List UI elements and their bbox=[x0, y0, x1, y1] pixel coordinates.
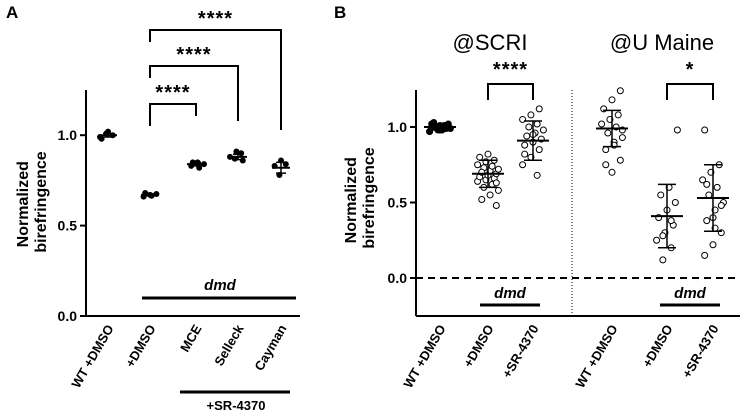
panel-b-data-point bbox=[604, 129, 612, 137]
panel-b-data-point bbox=[486, 191, 494, 199]
panel-b-data-point bbox=[608, 96, 616, 104]
panel-b-data-point bbox=[492, 179, 500, 187]
panel-b-category-label: WT +DMSO bbox=[572, 322, 620, 390]
panel-a-data-point bbox=[239, 157, 246, 164]
panel-a-category-label: Cayman bbox=[251, 322, 289, 373]
panel-a-ylabel: Normalized birefringence bbox=[15, 151, 50, 252]
site-title-umaine: @U Maine bbox=[610, 30, 714, 55]
panel-a-category-label: +DMSO bbox=[122, 322, 158, 370]
panel-b-data-point bbox=[657, 191, 665, 199]
panel-b-data-point bbox=[671, 199, 679, 206]
panel-b-group-label: dmd bbox=[494, 285, 527, 302]
panel-b-data-point bbox=[484, 150, 492, 158]
panel-b-category-label: +DMSO bbox=[460, 322, 496, 370]
panel-b-data-point bbox=[703, 217, 711, 225]
panel-letter-b: B bbox=[334, 3, 346, 22]
panel-b-significance-bracket bbox=[487, 83, 534, 100]
panel-b-data-point bbox=[474, 161, 482, 169]
chart-marks: 0.00.51.0WT +DMSO +DMSO MCE Selleck Cayman**… bbox=[58, 8, 740, 413]
panel-b-data-point bbox=[703, 180, 711, 188]
panel-b-data-point bbox=[488, 162, 496, 170]
panel-letter-a: A bbox=[6, 3, 18, 22]
panel-b-ytick-label: 1.0 bbox=[388, 119, 408, 135]
panel-a-ytick-label: 1.0 bbox=[58, 127, 78, 143]
panel-b-data-point bbox=[701, 126, 709, 134]
panel-b-data-point bbox=[602, 146, 610, 154]
panel-b-data-point bbox=[521, 150, 529, 158]
panel-a-significance-label: **** bbox=[155, 82, 190, 104]
panel-a-category-label: MCE bbox=[177, 322, 205, 355]
panel-b-data-point bbox=[618, 134, 626, 142]
panel-b-data-point bbox=[519, 161, 527, 169]
panel-a-ytick-label: 0.0 bbox=[58, 308, 78, 324]
panel-b-ylabel-line2: birefringence bbox=[361, 147, 378, 248]
panel-b-data-point bbox=[535, 146, 543, 154]
panel-b-data-point bbox=[598, 120, 606, 128]
panel-b-group-label: dmd bbox=[674, 285, 707, 302]
panel-b-data-point bbox=[527, 111, 535, 119]
panel-a-chart: Normalized birefringence bbox=[15, 151, 50, 252]
panel-b-data-point bbox=[616, 87, 624, 95]
panel-b-data-point bbox=[494, 186, 502, 194]
panel-b-data-point bbox=[616, 156, 624, 164]
panel-b-data-point bbox=[523, 132, 531, 140]
panel-b-data-point bbox=[673, 126, 681, 134]
panel-b-ytick-label: 0.5 bbox=[388, 195, 408, 211]
panel-a-category-label: WT +DMSO bbox=[68, 322, 116, 390]
panel-b-data-point bbox=[533, 120, 541, 128]
panel-b-ytick-label: 0.0 bbox=[388, 270, 408, 286]
panel-b-data-point bbox=[492, 202, 500, 210]
panel-a-data-point bbox=[233, 148, 240, 155]
panel-b-data-point bbox=[717, 202, 725, 210]
panel-b-significance-label: * bbox=[686, 59, 695, 81]
panel-b-data-point bbox=[494, 165, 502, 173]
panel-b-data-point bbox=[614, 111, 622, 119]
panel-a-group-label: dmd bbox=[204, 277, 237, 294]
panel-b-data-point bbox=[699, 176, 707, 184]
panel-b-data-point bbox=[521, 141, 529, 149]
panel-b-significance-label: **** bbox=[493, 59, 528, 81]
panel-a-ylabel-line2: birefringence bbox=[33, 151, 50, 252]
panel-b-data-point bbox=[667, 217, 675, 225]
panel-b-data-point bbox=[713, 183, 721, 191]
site-title-scri: @SCRI bbox=[453, 30, 528, 55]
panel-a-significance-bracket bbox=[149, 29, 282, 130]
panel-b-data-point bbox=[478, 195, 486, 203]
panel-b-ylabel: Normalized birefringence bbox=[343, 147, 378, 248]
panel-a-significance-label: **** bbox=[176, 44, 211, 66]
panel-a-significance-bracket bbox=[149, 65, 239, 121]
panel-b-data-point bbox=[535, 105, 543, 113]
panel-b-data-point bbox=[525, 123, 533, 131]
panel-b-data-point bbox=[653, 236, 661, 244]
panel-a-ylabel-line1: Normalized bbox=[15, 161, 32, 247]
panel-b-chart: Normalized birefringence @SCRI @U Maine bbox=[343, 30, 714, 249]
panel-b-data-point bbox=[476, 153, 484, 161]
panel-b-data-point bbox=[602, 161, 610, 169]
panel-a-significance-bracket bbox=[149, 103, 197, 126]
panel-b-significance-bracket bbox=[666, 83, 714, 100]
panel-b-ylabel-line1: Normalized bbox=[343, 157, 360, 243]
panel-b-data-point bbox=[659, 232, 667, 240]
panel-b-data-point bbox=[659, 256, 667, 264]
panel-a-ytick-label: 0.5 bbox=[58, 218, 78, 234]
panel-b-category-label: +SR-4370 bbox=[679, 322, 721, 381]
panel-b-data-point bbox=[533, 171, 541, 179]
panel-a-group-sublabel: +SR-4370 bbox=[207, 398, 266, 413]
panel-a-category-label: Selleck bbox=[211, 321, 247, 368]
panel-b-data-point bbox=[539, 126, 547, 134]
panel-b-category-label: +SR-4370 bbox=[499, 322, 541, 381]
panel-b-data-point bbox=[701, 251, 709, 259]
panel-b-category-label: +DMSO bbox=[639, 322, 675, 370]
panel-b-data-point bbox=[608, 168, 616, 176]
panel-b-data-point bbox=[709, 241, 717, 249]
panel-b-category-label: WT +DMSO bbox=[400, 322, 448, 390]
panel-a-significance-label: **** bbox=[198, 8, 233, 30]
